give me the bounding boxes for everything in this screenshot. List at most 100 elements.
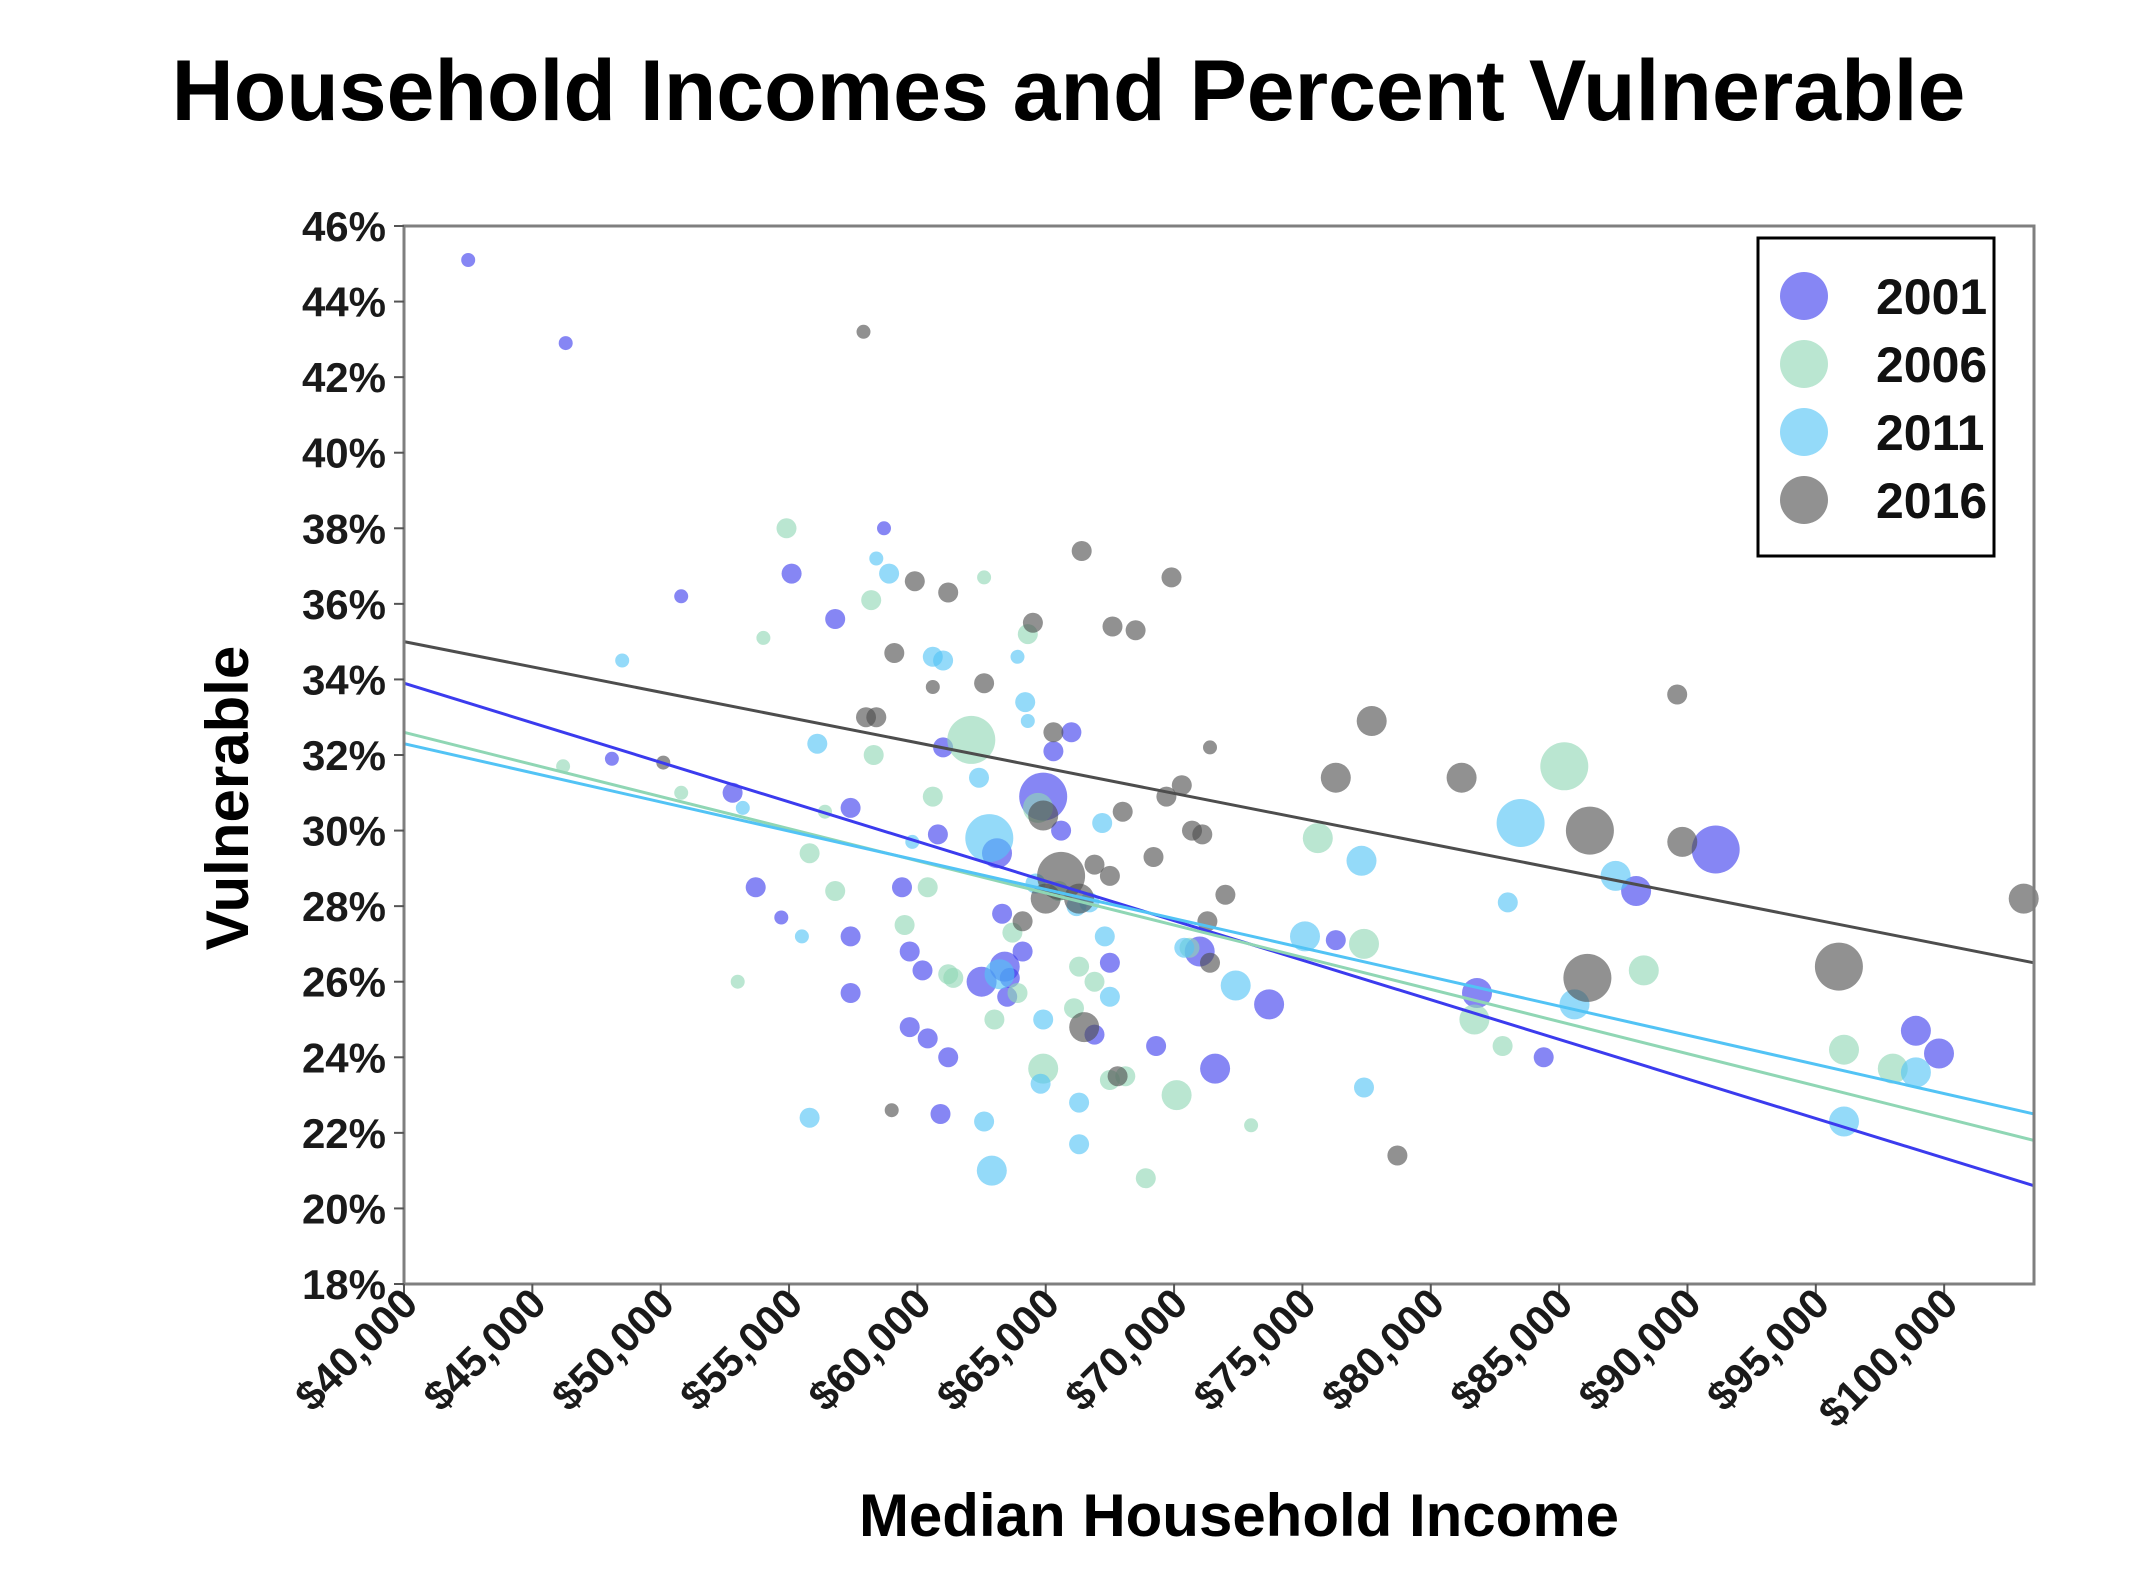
x-tick-label: $60,000 [799,1279,940,1420]
point-2001-18 [927,824,948,845]
point-2011-30 [1290,921,1320,952]
point-2006-25 [1069,956,1090,977]
data-points [461,253,2039,1189]
point-2016-4 [884,1103,899,1118]
point-2016-39 [1563,953,1612,1002]
point-2016-18 [1069,1012,1100,1043]
x-tick-label: $85,000 [1441,1279,1582,1420]
point-2016-40 [1565,806,1614,855]
legend-label-2006: 2006 [1876,337,1987,393]
x-axis-title: Median Household Income [859,1482,1619,1549]
y-tick-label: 22% [302,1110,386,1157]
point-2001-19 [930,1104,951,1124]
point-2006-1 [674,785,689,800]
y-tick-label: 28% [302,883,386,930]
point-2011-12 [965,814,1014,863]
point-2001-37 [1200,1053,1231,1084]
point-2016-33 [1203,740,1217,755]
trend-lines [403,640,2035,1188]
point-2006-10 [894,915,915,935]
point-2006-5 [799,843,820,864]
point-2011-15 [1010,649,1025,664]
point-2001-5 [745,877,766,898]
point-2016-42 [1667,826,1698,857]
point-2001-16 [912,960,933,981]
point-2001-6 [774,910,789,925]
y-tick-label: 46% [302,203,386,250]
point-2011-13 [976,1155,1007,1186]
point-2011-31 [1346,845,1377,876]
x-tick-label: $55,000 [671,1279,812,1420]
point-2006-37 [1540,742,1589,791]
point-2016-35 [1320,762,1351,793]
point-2016-6 [904,571,925,592]
point-2016-17 [1071,541,1092,561]
point-2011-32 [1354,1077,1374,1098]
x-tick-label: $65,000 [928,1279,1069,1420]
point-2011-34 [1496,799,1545,847]
point-2001-39 [1325,930,1346,951]
point-2001-15 [899,1017,920,1038]
point-2016-23 [1112,801,1133,822]
point-2006-14 [943,967,964,988]
legend-marker-2006 [1780,340,1828,388]
chart-title: Household Incomes and Percent Vulnerable [171,43,1966,139]
point-2011-36 [1600,860,1631,891]
point-2016-38 [1446,762,1477,793]
point-2001-3 [674,589,689,604]
point-2006-4 [776,518,797,539]
y-tick-label: 30% [302,808,386,855]
point-2016-36 [1356,706,1387,736]
y-tick-label: 32% [302,732,386,779]
point-2016-1 [856,324,871,339]
point-2001-1 [558,336,573,351]
point-2001-44 [1900,1015,1931,1046]
point-2016-44 [2008,883,2039,914]
point-2006-3 [756,630,771,645]
point-2006-7 [825,881,846,901]
point-2006-33 [1302,823,1333,854]
y-tick-label: 44% [302,279,386,326]
point-2001-28 [1012,941,1033,962]
point-2011-11 [974,1111,995,1132]
point-2001-7 [781,563,802,584]
point-2006-38 [1628,955,1659,986]
point-2016-16 [1064,883,1095,914]
point-2011-6 [879,563,900,584]
point-2016-8 [938,582,959,603]
point-2001-31 [1051,820,1072,841]
point-2016-5 [884,643,905,663]
point-2011-14 [984,959,1015,990]
point-2001-4 [722,782,743,803]
point-2011-27 [1099,986,1120,1007]
point-2001-45 [1924,1038,1954,1069]
point-2006-26 [1084,971,1105,992]
point-2016-34 [1215,884,1236,905]
point-2016-30 [1192,824,1213,845]
point-2001-14 [899,941,920,962]
point-2001-9 [840,797,861,818]
point-2016-43 [1814,942,1863,991]
y-tick-label: 40% [302,430,386,477]
trend-line-2011 [403,742,2035,1116]
legend-label-2001: 2001 [1876,269,1987,325]
point-2006-34 [1349,928,1379,959]
x-axis-ticks: $40,000$45,000$50,000$55,000$60,000$65,0… [286,1279,1967,1436]
point-2016-14 [1043,722,1064,743]
point-2001-30 [1043,741,1064,762]
point-2006-40 [1877,1053,1908,1084]
point-2011-29 [1220,970,1251,1001]
point-2011-5 [869,551,884,566]
legend-items: 2001 2006 2011 2016 [1780,269,1987,529]
x-tick-label: $80,000 [1313,1279,1454,1420]
x-tick-label: $75,000 [1184,1279,1325,1420]
legend-label-2011: 2011 [1876,405,1984,461]
point-2011-0 [615,653,630,668]
trend-line-2001 [403,681,2035,1188]
point-2011-28 [1174,937,1195,958]
point-2011-26 [1094,926,1115,947]
point-2011-38 [1900,1057,1931,1088]
point-2001-38 [1254,989,1285,1020]
point-2006-8 [861,590,882,611]
point-2016-41 [1667,684,1688,705]
